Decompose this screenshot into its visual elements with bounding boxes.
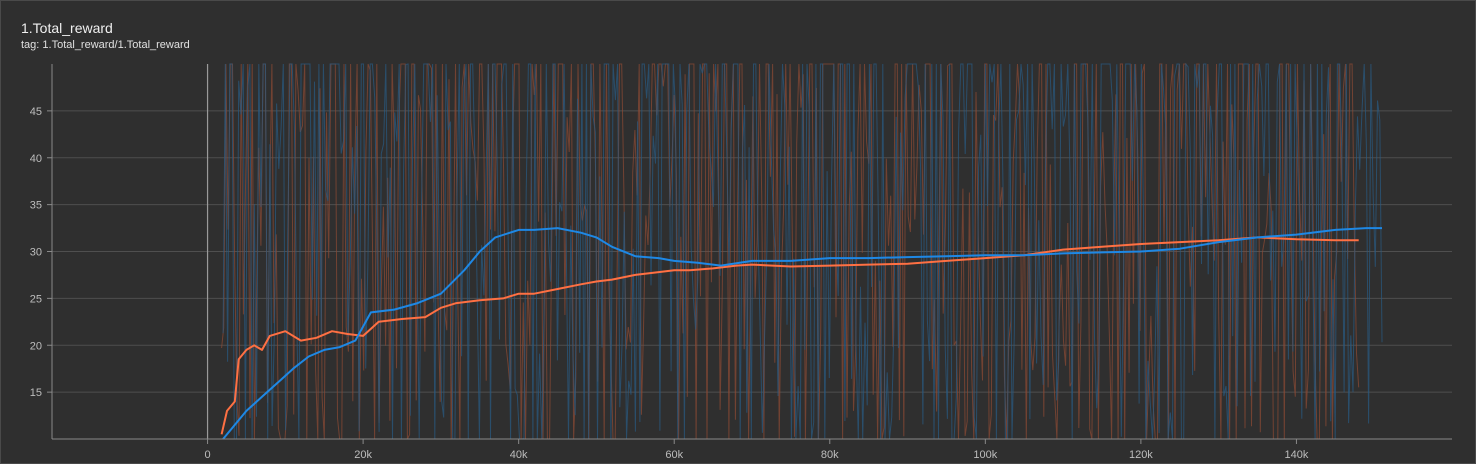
smoothed-series-layer — [220, 227, 1382, 440]
chart-title: 1.Total_reward — [21, 20, 113, 36]
raw-series-blue — [222, 62, 1383, 440]
series-line-orange — [220, 236, 1359, 435]
y-tick-label: 20 — [30, 340, 42, 352]
x-tick-label: 140k — [1285, 449, 1309, 461]
x-tick-label: 60k — [665, 449, 683, 461]
x-tick-label: 80k — [821, 449, 839, 461]
y-tick-label: 30 — [30, 247, 42, 259]
y-tick-label: 40 — [30, 153, 42, 165]
y-tick-label: 45 — [30, 106, 42, 118]
y-tick-label: 15 — [30, 387, 42, 399]
x-tick-label: 40k — [510, 449, 528, 461]
raw-series-orange — [221, 63, 1360, 440]
series-line-blue — [222, 227, 1382, 440]
y-tick-label: 35 — [30, 200, 42, 212]
x-tick-label: 100k — [973, 449, 997, 461]
raw-series-layer — [221, 62, 1383, 440]
axes: 15 20 25 30 35 40 45 0 20k 40k 60k 80k 100k 120k 140k — [30, 64, 1452, 461]
x-tick-label: 20k — [354, 449, 372, 461]
y-tick-label: 25 — [30, 293, 42, 305]
x-tick-label: 0 — [204, 449, 210, 461]
chart-tag: tag: 1.Total_reward/1.Total_reward — [21, 39, 190, 51]
x-tick-label: 120k — [1129, 449, 1153, 461]
